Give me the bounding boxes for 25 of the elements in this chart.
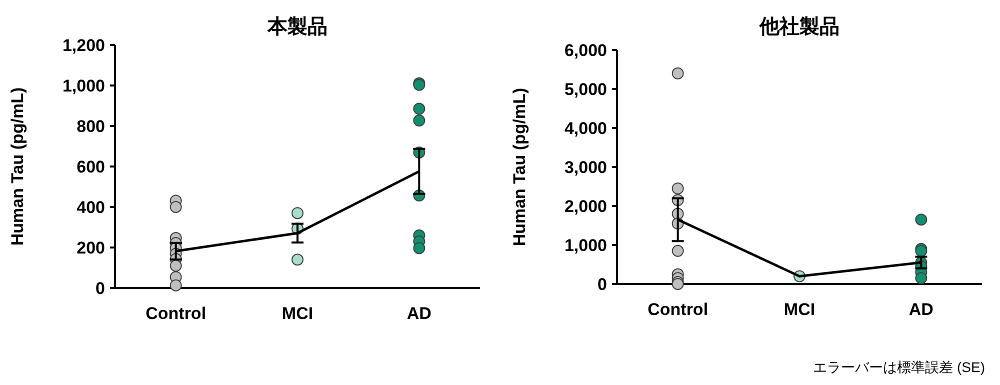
title: 他社製品: [760, 16, 840, 38]
y-tick-label: 0: [96, 279, 105, 298]
x-tick-label: Control: [648, 300, 708, 319]
y-tick-label: 200: [76, 238, 105, 258]
x-tick-label: MCI: [282, 304, 314, 323]
title: 本製品: [268, 16, 328, 38]
y-axis-title: Human Tau (pg/mL): [8, 87, 27, 246]
x-tick-label: AD: [908, 300, 934, 319]
y-tick-label: 800: [76, 117, 105, 136]
text: エラーバーは標準誤差 (SE): [813, 359, 985, 375]
y-tick-label: 6,000: [564, 41, 607, 60]
x-tick-label: MCI: [784, 300, 816, 319]
y-tick-label: 4,000: [564, 119, 607, 138]
y-tick-label: 600: [76, 158, 105, 176]
x-tick-label: AD: [406, 304, 432, 323]
y-tick-label: 3,000: [564, 158, 607, 177]
y-tick-label: 1,000: [62, 76, 105, 96]
x-tick-label: Control: [146, 304, 206, 323]
y-tick-label: 0: [598, 275, 607, 294]
y-tick-label: 2,000: [564, 197, 607, 216]
y-axis-title: Human Tau (pg/mL): [510, 88, 529, 246]
y-tick-label: 1,200: [62, 36, 105, 55]
y-tick-label: 5,000: [564, 80, 607, 99]
y-tick-label: 1,000: [564, 236, 607, 255]
y-tick-label: 400: [76, 198, 105, 217]
